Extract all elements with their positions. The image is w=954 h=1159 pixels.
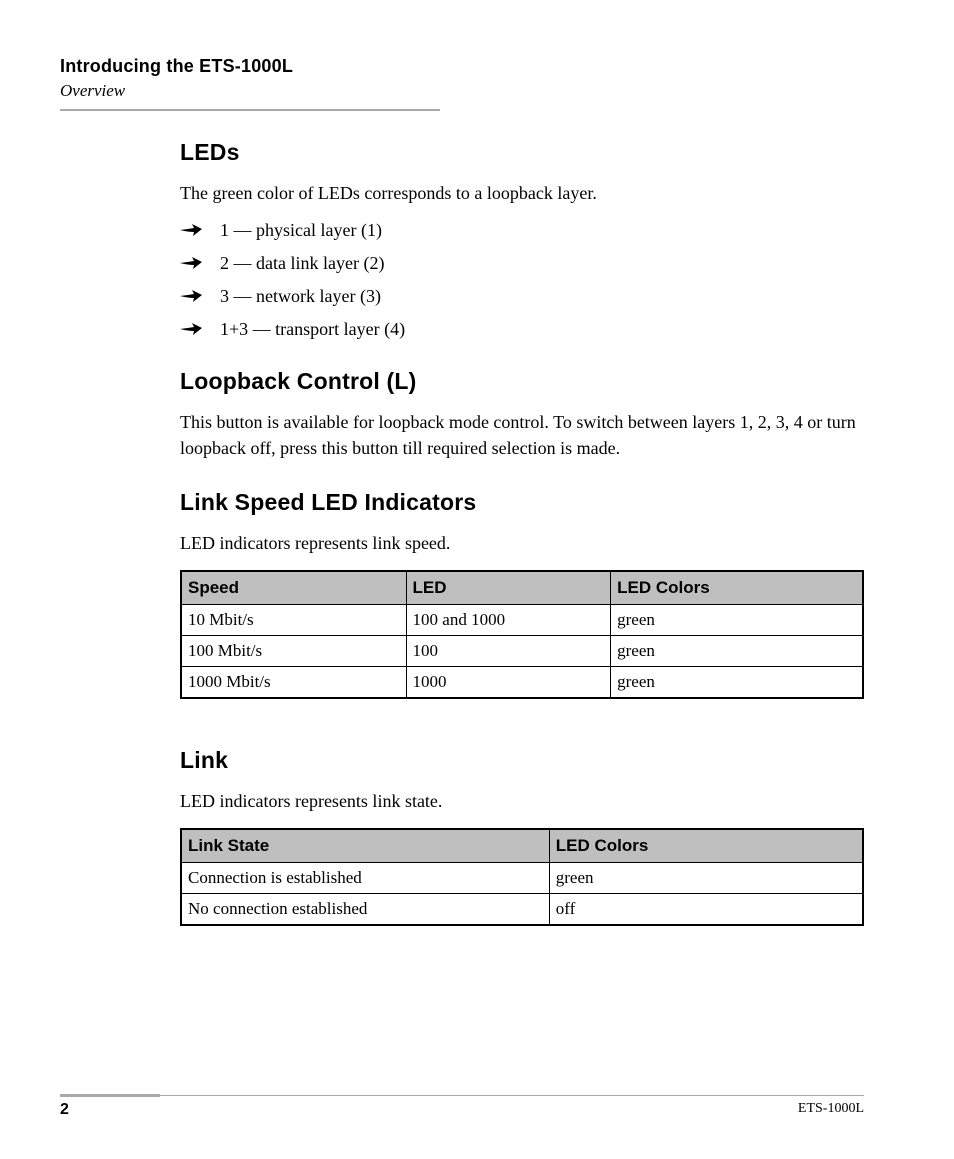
link-intro: LED indicators represents link state.: [180, 788, 864, 814]
col-led-colors: LED Colors: [549, 829, 863, 863]
table-row: 10 Mbit/s 100 and 1000 green: [181, 605, 863, 636]
arrow-icon: [180, 224, 202, 236]
col-speed: Speed: [181, 571, 406, 605]
footer-model: ETS-1000L: [798, 1101, 864, 1119]
linkspeed-table: Speed LED LED Colors 10 Mbit/s 100 and 1…: [180, 570, 864, 699]
page-footer: 2 ETS-1000L: [60, 1094, 864, 1119]
heading-leds: LEDs: [180, 139, 864, 166]
cell: 1000: [406, 667, 611, 699]
footer-rule: [60, 1094, 864, 1097]
leds-intro: The green color of LEDs corresponds to a…: [180, 180, 864, 206]
loopback-body: This button is available for loopback mo…: [180, 409, 864, 461]
table-header-row: Speed LED LED Colors: [181, 571, 863, 605]
arrow-icon: [180, 323, 202, 335]
col-led-colors: LED Colors: [611, 571, 863, 605]
col-led: LED: [406, 571, 611, 605]
cell: 1000 Mbit/s: [181, 667, 406, 699]
table-row: 1000 Mbit/s 1000 green: [181, 667, 863, 699]
arrow-icon: [180, 257, 202, 269]
list-item: 3 — network layer (3): [180, 286, 864, 307]
chapter-title: Introducing the ETS-1000L: [60, 56, 864, 77]
link-table: Link State LED Colors Connection is esta…: [180, 828, 864, 926]
cell: Connection is established: [181, 863, 549, 894]
page-header: Introducing the ETS-1000L Overview: [60, 56, 864, 111]
table-row: No connection established off: [181, 894, 863, 926]
header-rule: [60, 109, 440, 111]
cell: 100 Mbit/s: [181, 636, 406, 667]
page-number: 2: [60, 1101, 69, 1119]
list-item: 1 — physical layer (1): [180, 220, 864, 241]
list-item: 2 — data link layer (2): [180, 253, 864, 274]
heading-loopback: Loopback Control (L): [180, 368, 864, 395]
leds-list: 1 — physical layer (1) 2 — data link lay…: [180, 220, 864, 340]
list-item-text: 1 — physical layer (1): [220, 220, 382, 241]
linkspeed-intro: LED indicators represents link speed.: [180, 530, 864, 556]
page-content: LEDs The green color of LEDs corresponds…: [180, 139, 864, 926]
col-link-state: Link State: [181, 829, 549, 863]
cell: green: [611, 667, 863, 699]
table-header-row: Link State LED Colors: [181, 829, 863, 863]
table-row: 100 Mbit/s 100 green: [181, 636, 863, 667]
list-item-text: 2 — data link layer (2): [220, 253, 384, 274]
heading-link: Link: [180, 747, 864, 774]
cell: off: [549, 894, 863, 926]
cell: green: [611, 636, 863, 667]
list-item-text: 1+3 — transport layer (4): [220, 319, 405, 340]
table-row: Connection is established green: [181, 863, 863, 894]
list-item: 1+3 — transport layer (4): [180, 319, 864, 340]
arrow-icon: [180, 290, 202, 302]
section-subtitle: Overview: [60, 81, 864, 101]
cell: green: [549, 863, 863, 894]
cell: 10 Mbit/s: [181, 605, 406, 636]
list-item-text: 3 — network layer (3): [220, 286, 381, 307]
cell: green: [611, 605, 863, 636]
cell: 100 and 1000: [406, 605, 611, 636]
cell: No connection established: [181, 894, 549, 926]
document-page: Introducing the ETS-1000L Overview LEDs …: [0, 0, 954, 1159]
heading-linkspeed: Link Speed LED Indicators: [180, 489, 864, 516]
cell: 100: [406, 636, 611, 667]
